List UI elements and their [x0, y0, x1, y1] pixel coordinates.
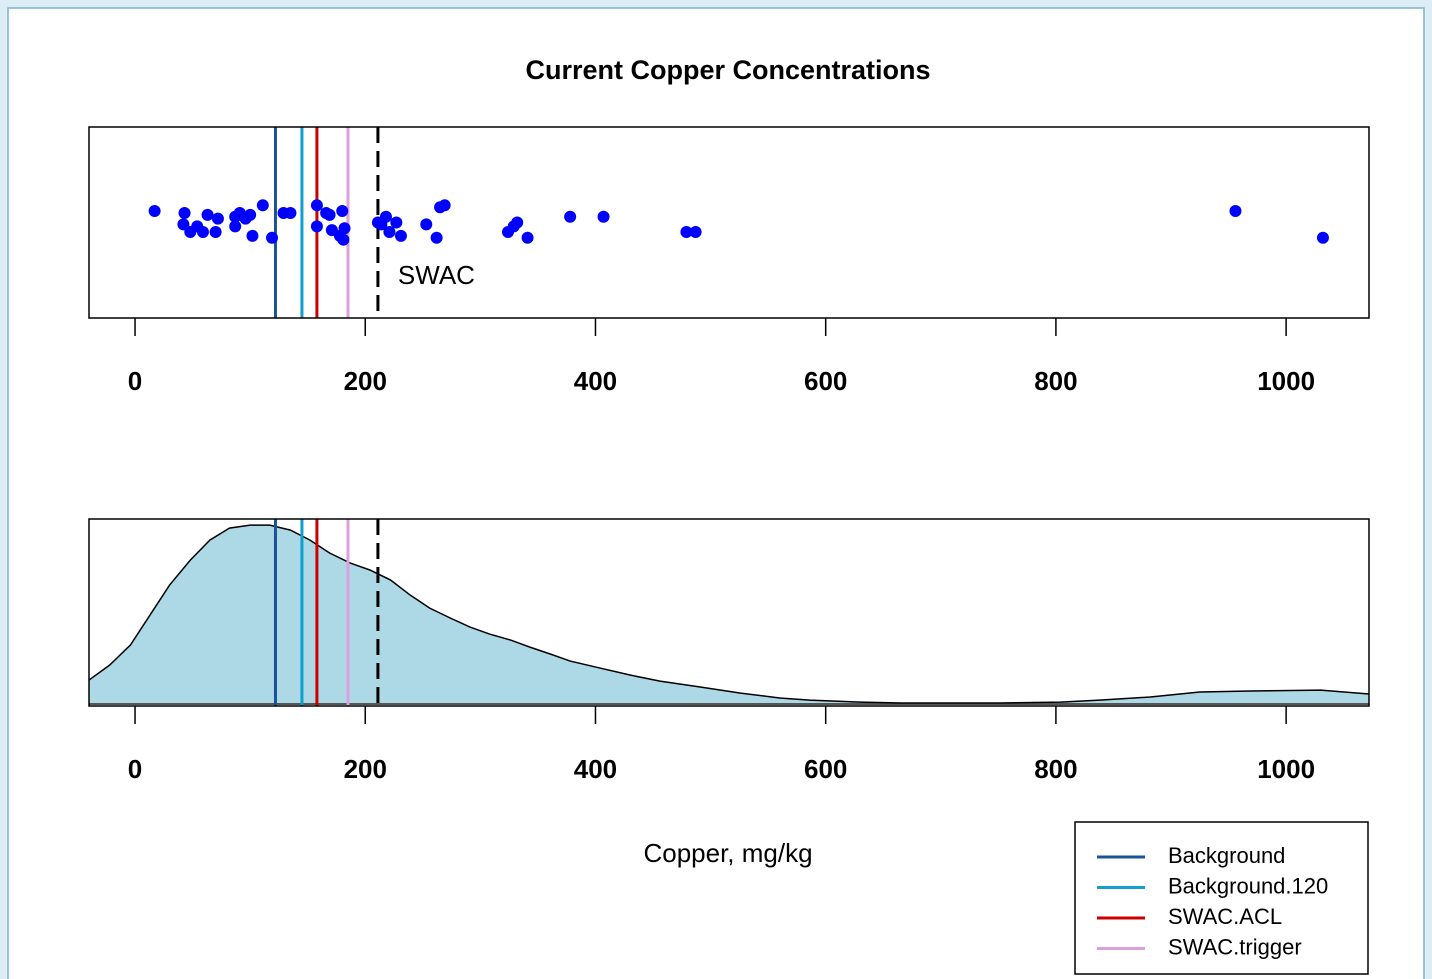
density-line	[88, 524, 1370, 704]
point	[196, 226, 209, 239]
point	[521, 231, 534, 244]
point	[420, 218, 433, 231]
point	[229, 220, 242, 233]
point	[383, 226, 396, 239]
plot-box	[88, 126, 1370, 319]
point	[597, 210, 610, 223]
point	[177, 218, 190, 231]
point	[310, 220, 323, 233]
point	[390, 216, 403, 229]
point	[430, 231, 443, 244]
x-tick-label: 0	[128, 754, 142, 784]
x-tick-label: 800	[1034, 366, 1077, 396]
point	[689, 226, 702, 239]
point	[1316, 231, 1329, 244]
point	[148, 205, 161, 218]
point	[438, 199, 451, 212]
x-tick-label: 1000	[1257, 754, 1315, 784]
point	[337, 233, 350, 246]
x-tick-label: 800	[1034, 754, 1077, 784]
point	[680, 226, 693, 239]
point	[1229, 205, 1242, 218]
point	[310, 199, 323, 212]
point	[394, 229, 407, 242]
legend-label: Background.120	[1168, 873, 1328, 898]
point	[211, 212, 224, 225]
point	[564, 210, 577, 223]
legend-label: Background	[1168, 843, 1285, 868]
point	[266, 231, 279, 244]
point	[379, 210, 392, 223]
point	[244, 208, 257, 221]
point	[284, 206, 297, 219]
point	[209, 226, 222, 239]
x-tick-label: 400	[574, 754, 617, 784]
x-tick-label: 200	[344, 754, 387, 784]
x-tick-label: 400	[574, 366, 617, 396]
chart-title: Current Copper Concentrations	[525, 55, 930, 85]
x-tick-label: 200	[344, 366, 387, 396]
x-tick-label: 0	[128, 366, 142, 396]
plot-box	[88, 518, 1370, 707]
point	[511, 216, 524, 229]
point	[246, 229, 259, 242]
panel	[7, 7, 1425, 979]
x-tick-label: 600	[804, 754, 847, 784]
x-tick-label: 1000	[1257, 366, 1315, 396]
point	[178, 206, 191, 219]
legend-label: SWAC.trigger	[1168, 934, 1302, 959]
legend-label: SWAC.ACL	[1168, 904, 1282, 929]
point	[323, 208, 336, 221]
point	[338, 222, 351, 235]
threshold-label: SWAC	[398, 260, 475, 290]
x-axis-label: Copper, mg/kg	[643, 838, 812, 868]
point	[336, 205, 349, 218]
point	[201, 208, 214, 221]
x-tick-label: 600	[804, 366, 847, 396]
point	[256, 199, 269, 212]
density-fill	[89, 525, 1369, 705]
